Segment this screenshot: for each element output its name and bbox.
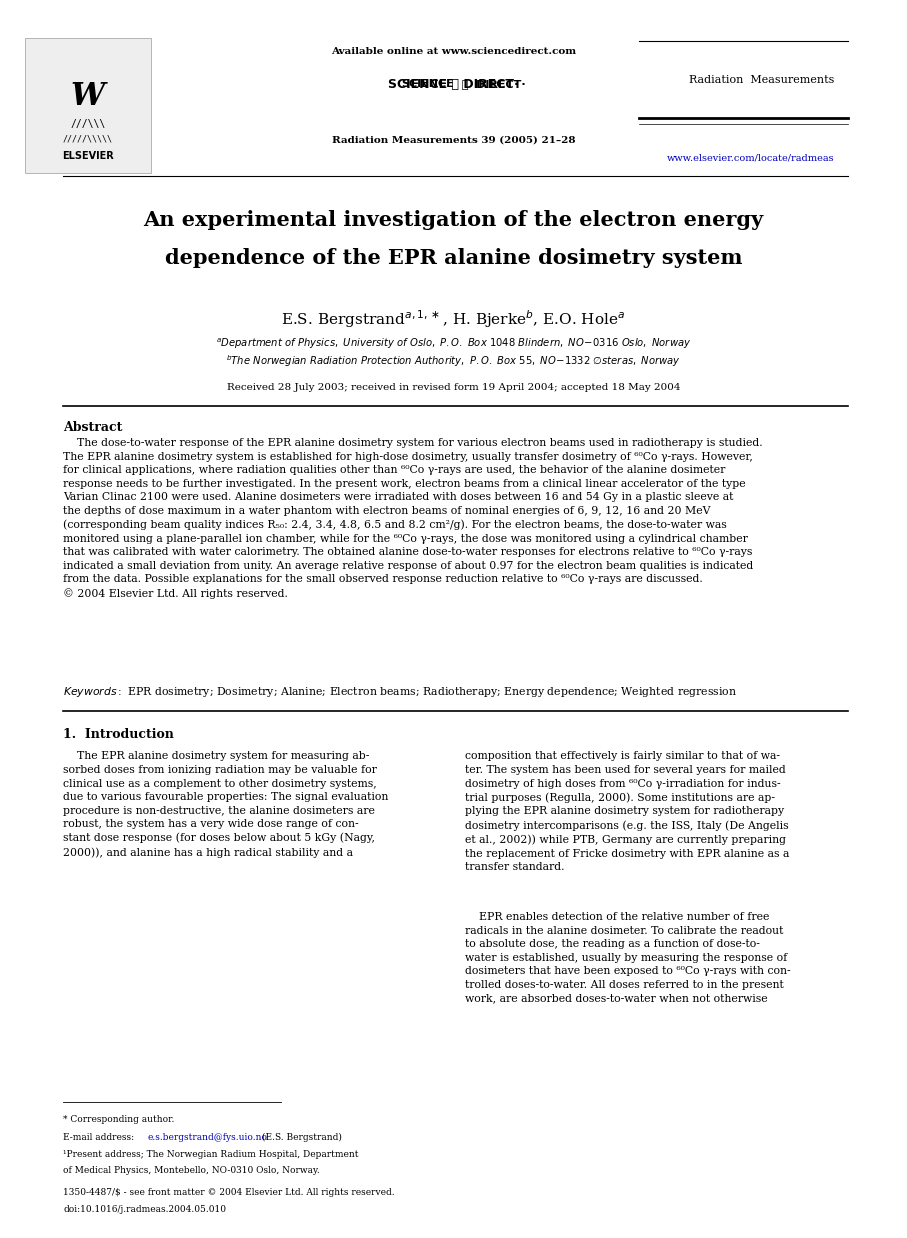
Text: The EPR alanine dosimetry system for measuring ab-
sorbed doses from ionizing ra: The EPR alanine dosimetry system for mea…	[63, 751, 389, 858]
Text: $^{a}$$\mathit{Department\ of\ Physics,\ University\ of\ Oslo,\ P.O.\ Box\ 1048\: $^{a}$$\mathit{Department\ of\ Physics,\…	[216, 337, 691, 352]
Text: of Medical Physics, Montebello, NO-0310 Oslo, Norway.: of Medical Physics, Montebello, NO-0310 …	[63, 1166, 320, 1175]
Text: composition that effectively is fairly similar to that of wa-
ter. The system ha: composition that effectively is fairly s…	[465, 751, 790, 872]
Text: e.s.bergstrand@fys.uio.no: e.s.bergstrand@fys.uio.no	[148, 1133, 268, 1141]
Text: An experimental investigation of the electron energy: An experimental investigation of the ele…	[143, 210, 764, 230]
Text: * Corresponding author.: * Corresponding author.	[63, 1115, 175, 1124]
Text: /////\\\\\: /////\\\\\	[63, 134, 113, 144]
Text: Radiation  Measurements: Radiation Measurements	[689, 76, 834, 85]
Text: E.S. Bergstrand$^{a,1,\ast}$, H. Bjerke$^{b}$, E.O. Hole$^{a}$: E.S. Bergstrand$^{a,1,\ast}$, H. Bjerke$…	[281, 308, 626, 331]
Text: (E.S. Bergstrand): (E.S. Bergstrand)	[259, 1133, 342, 1141]
Text: The dose-to-water response of the EPR alanine dosimetry system for various elect: The dose-to-water response of the EPR al…	[63, 438, 763, 599]
Text: ELSEVIER: ELSEVIER	[62, 151, 114, 161]
Text: www.elsevier.com/locate/radmeas: www.elsevier.com/locate/radmeas	[667, 154, 834, 163]
Text: Available online at www.sciencedirect.com: Available online at www.sciencedirect.co…	[331, 47, 576, 57]
Text: W: W	[71, 80, 105, 113]
Text: Abstract: Abstract	[63, 421, 122, 435]
Text: $\mathit{Keywords:}$ EPR dosimetry; Dosimetry; Alanine; Electron beams; Radiothe: $\mathit{Keywords:}$ EPR dosimetry; Dosi…	[63, 685, 737, 698]
Text: dependence of the EPR alanine dosimetry system: dependence of the EPR alanine dosimetry …	[165, 248, 742, 267]
Text: 1350-4487/$ - see front matter © 2004 Elsevier Ltd. All rights reserved.: 1350-4487/$ - see front matter © 2004 El…	[63, 1188, 395, 1197]
Text: ///\\\: ///\\\	[71, 119, 105, 129]
Text: 1.  Introduction: 1. Introduction	[63, 728, 174, 742]
FancyBboxPatch shape	[25, 38, 151, 173]
Text: ¹Present address; The Norwegian Radium Hospital, Department: ¹Present address; The Norwegian Radium H…	[63, 1150, 359, 1159]
Text: Received 28 July 2003; received in revised form 19 April 2004; accepted 18 May 2: Received 28 July 2003; received in revis…	[227, 383, 680, 392]
Text: doi:10.1016/j.radmeas.2004.05.010: doi:10.1016/j.radmeas.2004.05.010	[63, 1205, 227, 1213]
Text: EPR enables detection of the relative number of free
radicals in the alanine dos: EPR enables detection of the relative nu…	[465, 912, 791, 1004]
Text: E-mail address:: E-mail address:	[63, 1133, 138, 1141]
Text: SCIENCE: SCIENCE	[401, 79, 454, 89]
Text: SCIENCE ⓐ DIRECT·: SCIENCE ⓐ DIRECT·	[388, 78, 519, 90]
Text: ⓐ  DIRECT·: ⓐ DIRECT·	[454, 79, 525, 89]
Text: $^{b}$$\mathit{The\ Norwegian\ Radiation\ Protection\ Authority,\ P.O.\ Box\ 55,: $^{b}$$\mathit{The\ Norwegian\ Radiation…	[226, 354, 681, 369]
Text: Radiation Measurements 39 (2005) 21–28: Radiation Measurements 39 (2005) 21–28	[332, 135, 575, 145]
